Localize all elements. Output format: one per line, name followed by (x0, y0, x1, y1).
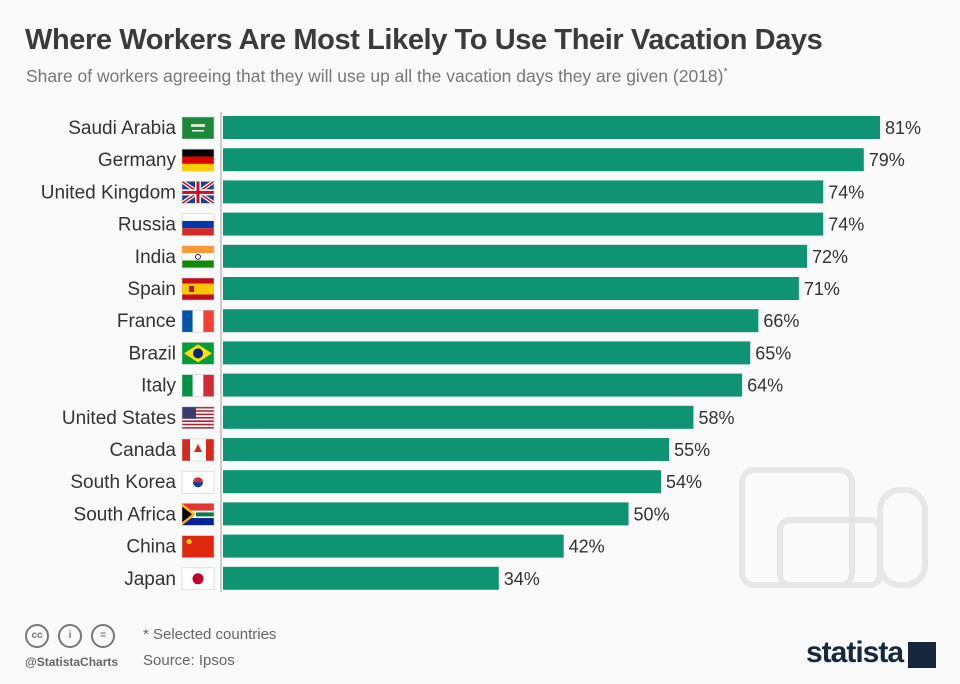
statista-logo: statista (806, 636, 904, 669)
flag-icon-br (181, 342, 215, 365)
attribution-icon: i (58, 624, 82, 648)
bar-row: Russia 74% (118, 212, 864, 236)
twitter-handle: @StatistaCharts (25, 655, 119, 669)
value-label: 81% (885, 118, 921, 138)
flag-icon-de (181, 148, 215, 172)
bar-row: Japan 34% (124, 566, 540, 591)
footnote: * Selected countries (143, 626, 277, 643)
statista-logo-mark (908, 642, 936, 668)
no-derivatives-icon: = (91, 624, 115, 648)
bar-row: France 66% (117, 309, 799, 333)
flag-icon-jp (181, 567, 215, 591)
value-label: 72% (812, 247, 848, 267)
bar (223, 244, 807, 268)
value-label: 50% (634, 504, 670, 524)
category-label: South Korea (70, 472, 176, 493)
value-label: 71% (804, 279, 840, 299)
category-label: India (135, 247, 177, 268)
subtitle-text: Share of workers agreeing that they will… (26, 66, 724, 86)
value-label: 64% (747, 376, 783, 396)
bar (223, 309, 759, 333)
category-label: Spain (127, 279, 176, 300)
flag-icon-fr (181, 309, 215, 333)
value-label: 74% (828, 215, 864, 235)
value-label: 79% (869, 150, 905, 170)
bar (223, 566, 499, 590)
bar (223, 180, 824, 204)
bar (223, 373, 743, 397)
bar-row: United Kingdom 74% (41, 179, 864, 206)
bar (223, 148, 864, 172)
bar (223, 116, 880, 139)
bar (223, 341, 751, 365)
flag-icon-kr (181, 470, 215, 494)
bar-row: China 42% (126, 534, 605, 558)
category-label: United Kingdom (41, 182, 176, 203)
category-label: Saudi Arabia (68, 118, 176, 139)
bar (223, 470, 661, 494)
flag-icon-za (181, 503, 215, 526)
bar-row: Brazil 65% (128, 341, 791, 365)
bar-row: Italy 64% (141, 373, 783, 397)
cc-license-icon: cc (25, 624, 49, 648)
value-label: 65% (755, 343, 791, 363)
bar (223, 534, 564, 558)
bar-row: Spain 71% (127, 277, 840, 301)
flag-icon-us (181, 406, 215, 431)
bar (223, 438, 670, 461)
flag-icon-in (181, 245, 215, 269)
bar-row: Canada 55% (109, 438, 710, 462)
value-label: 54% (666, 472, 702, 492)
bar (223, 502, 629, 526)
category-label: Italy (141, 376, 176, 397)
bar-row: India 72% (135, 244, 848, 269)
bar (223, 405, 694, 429)
bar-row: South Africa 50% (74, 502, 670, 526)
value-label: 42% (569, 537, 605, 557)
flag-icon-ru (181, 213, 215, 236)
source: Source: Ipsos (143, 652, 235, 669)
category-label: China (126, 537, 176, 558)
category-label: Germany (98, 150, 177, 171)
flag-icon-cn (181, 535, 215, 558)
value-label: 34% (504, 569, 540, 589)
luggage-illustration (739, 467, 928, 588)
bar-row: United States 58% (62, 405, 734, 431)
flag-icon-sa (181, 116, 215, 140)
bar-row: Saudi Arabia 81% (68, 116, 921, 140)
category-label: Japan (124, 569, 176, 590)
bar-row: South Korea 54% (70, 470, 702, 494)
category-label: France (117, 311, 176, 332)
category-label: South Africa (74, 504, 177, 525)
value-label: 66% (763, 311, 799, 331)
bar-row: Germany 79% (98, 148, 905, 172)
category-label: Russia (118, 215, 177, 236)
flag-icon-it (181, 374, 215, 397)
flag-icon-ca (181, 438, 215, 462)
value-label: 55% (674, 440, 710, 460)
value-label: 58% (698, 408, 734, 428)
category-label: Canada (109, 440, 176, 461)
category-label: Brazil (128, 343, 176, 364)
flag-icon-es (181, 277, 215, 301)
subtitle-asterisk: * (723, 66, 728, 79)
chart-title: Where Workers Are Most Likely To Use The… (25, 24, 823, 56)
value-label: 74% (828, 182, 864, 202)
bar (223, 277, 799, 300)
bar (223, 212, 824, 236)
chart-subtitle: Share of workers agreeing that they will… (26, 66, 946, 87)
category-label: United States (62, 408, 176, 429)
flag-icon-gb (180, 179, 216, 206)
